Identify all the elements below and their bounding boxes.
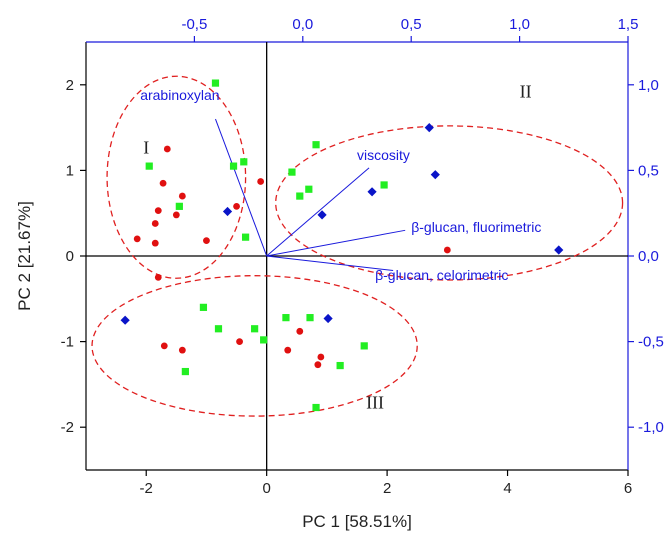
plot-frame [85,41,629,471]
top-tick-label: 0,0 [292,16,313,33]
red-circle-point [233,202,240,210]
red-circle-point [154,207,162,215]
blue-diamond-point [367,187,377,197]
red-circle-point [284,346,292,354]
axis-ticks: -2 0 2 4 6 -2 -1 0 1 2 -0,5 0,0 0,5 1,0 1,5 -1,0 -0,5 0,0… [61,16,664,497]
blue-diamond-point [323,313,333,324]
right-tick-label: -0,5 [638,334,664,351]
right-tick-label: 0,0 [638,248,659,265]
y-tick-label: -1 [61,334,74,351]
blue-diamond-point [424,123,434,133]
blue-diamond-point [317,210,327,220]
blue-diamond-point [554,245,564,255]
x-tick-label: 2 [383,480,391,497]
group-ellipse [106,75,247,279]
right-tick-label: -1,0 [638,419,664,436]
red-circle-point [317,353,325,361]
loading-vector [266,255,394,272]
red-circle-point [159,179,167,187]
red-circle-point [151,239,159,247]
red-circle-point [133,235,141,243]
x-axis-title: PC 1 [58.51%] [302,512,412,531]
green-square-point [260,336,268,344]
red-circle-point [203,237,210,244]
green-square-point [296,192,304,200]
loading-label: arabinoxylan [140,87,219,103]
blue-diamond-point [222,206,233,217]
green-square-point [241,233,250,241]
y-axis-title: PC 2 [21.67%] [15,201,34,311]
green-square-point [211,79,220,87]
green-square-point [251,325,259,333]
x-tick-label: 0 [262,480,270,497]
red-circle-point [178,192,186,200]
x-tick-label: -2 [140,480,153,497]
group-label: III [366,392,384,412]
x-tick-label: 6 [624,480,632,497]
green-square-point [312,141,320,149]
green-square-point [214,325,223,333]
y-tick-label: -2 [61,419,74,436]
red-circle-point [163,145,171,153]
green-square-point [305,185,313,193]
green-square-point [312,403,320,412]
green-square-point [240,158,248,166]
red-circle-point [160,342,168,350]
y-tick-label: 1 [66,162,74,179]
green-square-point [175,202,183,210]
red-circle-point [178,346,186,354]
group-label: I [143,137,149,157]
right-tick-label: 1,0 [638,77,659,94]
green-square-point [199,303,208,311]
green-square-point [360,342,368,350]
green-square-point [229,162,238,170]
loading-label: viscosity [357,147,410,163]
top-tick-label: 0,5 [401,16,422,33]
y-tick-label: 2 [66,77,74,94]
x-tick-label: 4 [503,480,511,497]
right-tick-label: 0,5 [638,162,659,179]
green-square-point [282,314,290,322]
loading-vectors: arabinoxylan viscosity β-glucan, fluorimet… [140,87,541,283]
group-ellipse [275,125,624,281]
green-square-point [380,181,388,189]
loading-vector [266,167,370,257]
red-circle-point [314,361,322,369]
top-tick-label: 1,0 [509,16,530,33]
group-label: II [520,82,532,102]
blue-diamond-point [430,170,440,180]
group-ellipse [91,275,418,417]
loading-label: β-glucan, celorimetric [375,267,508,283]
y-tick-label: 0 [66,248,74,265]
loading-label: β-glucan, fluorimetric [411,219,541,235]
top-tick-label: 1,5 [618,16,639,33]
score-points [120,79,564,412]
red-circle-point [236,338,243,345]
red-circle-point [296,327,304,335]
red-circle-point [154,274,162,281]
green-square-point [288,168,296,176]
red-circle-point [443,246,451,254]
green-square-point [145,162,153,170]
blue-diamond-point [120,315,130,325]
green-square-point [181,367,189,376]
green-square-point [306,314,314,322]
top-tick-label: -0,5 [181,16,207,33]
red-circle-point [151,220,159,227]
red-circle-point [172,211,180,219]
green-square-point [336,361,344,370]
loading-vector [215,118,268,257]
loading-vector [266,229,406,257]
red-circle-point [257,178,265,185]
